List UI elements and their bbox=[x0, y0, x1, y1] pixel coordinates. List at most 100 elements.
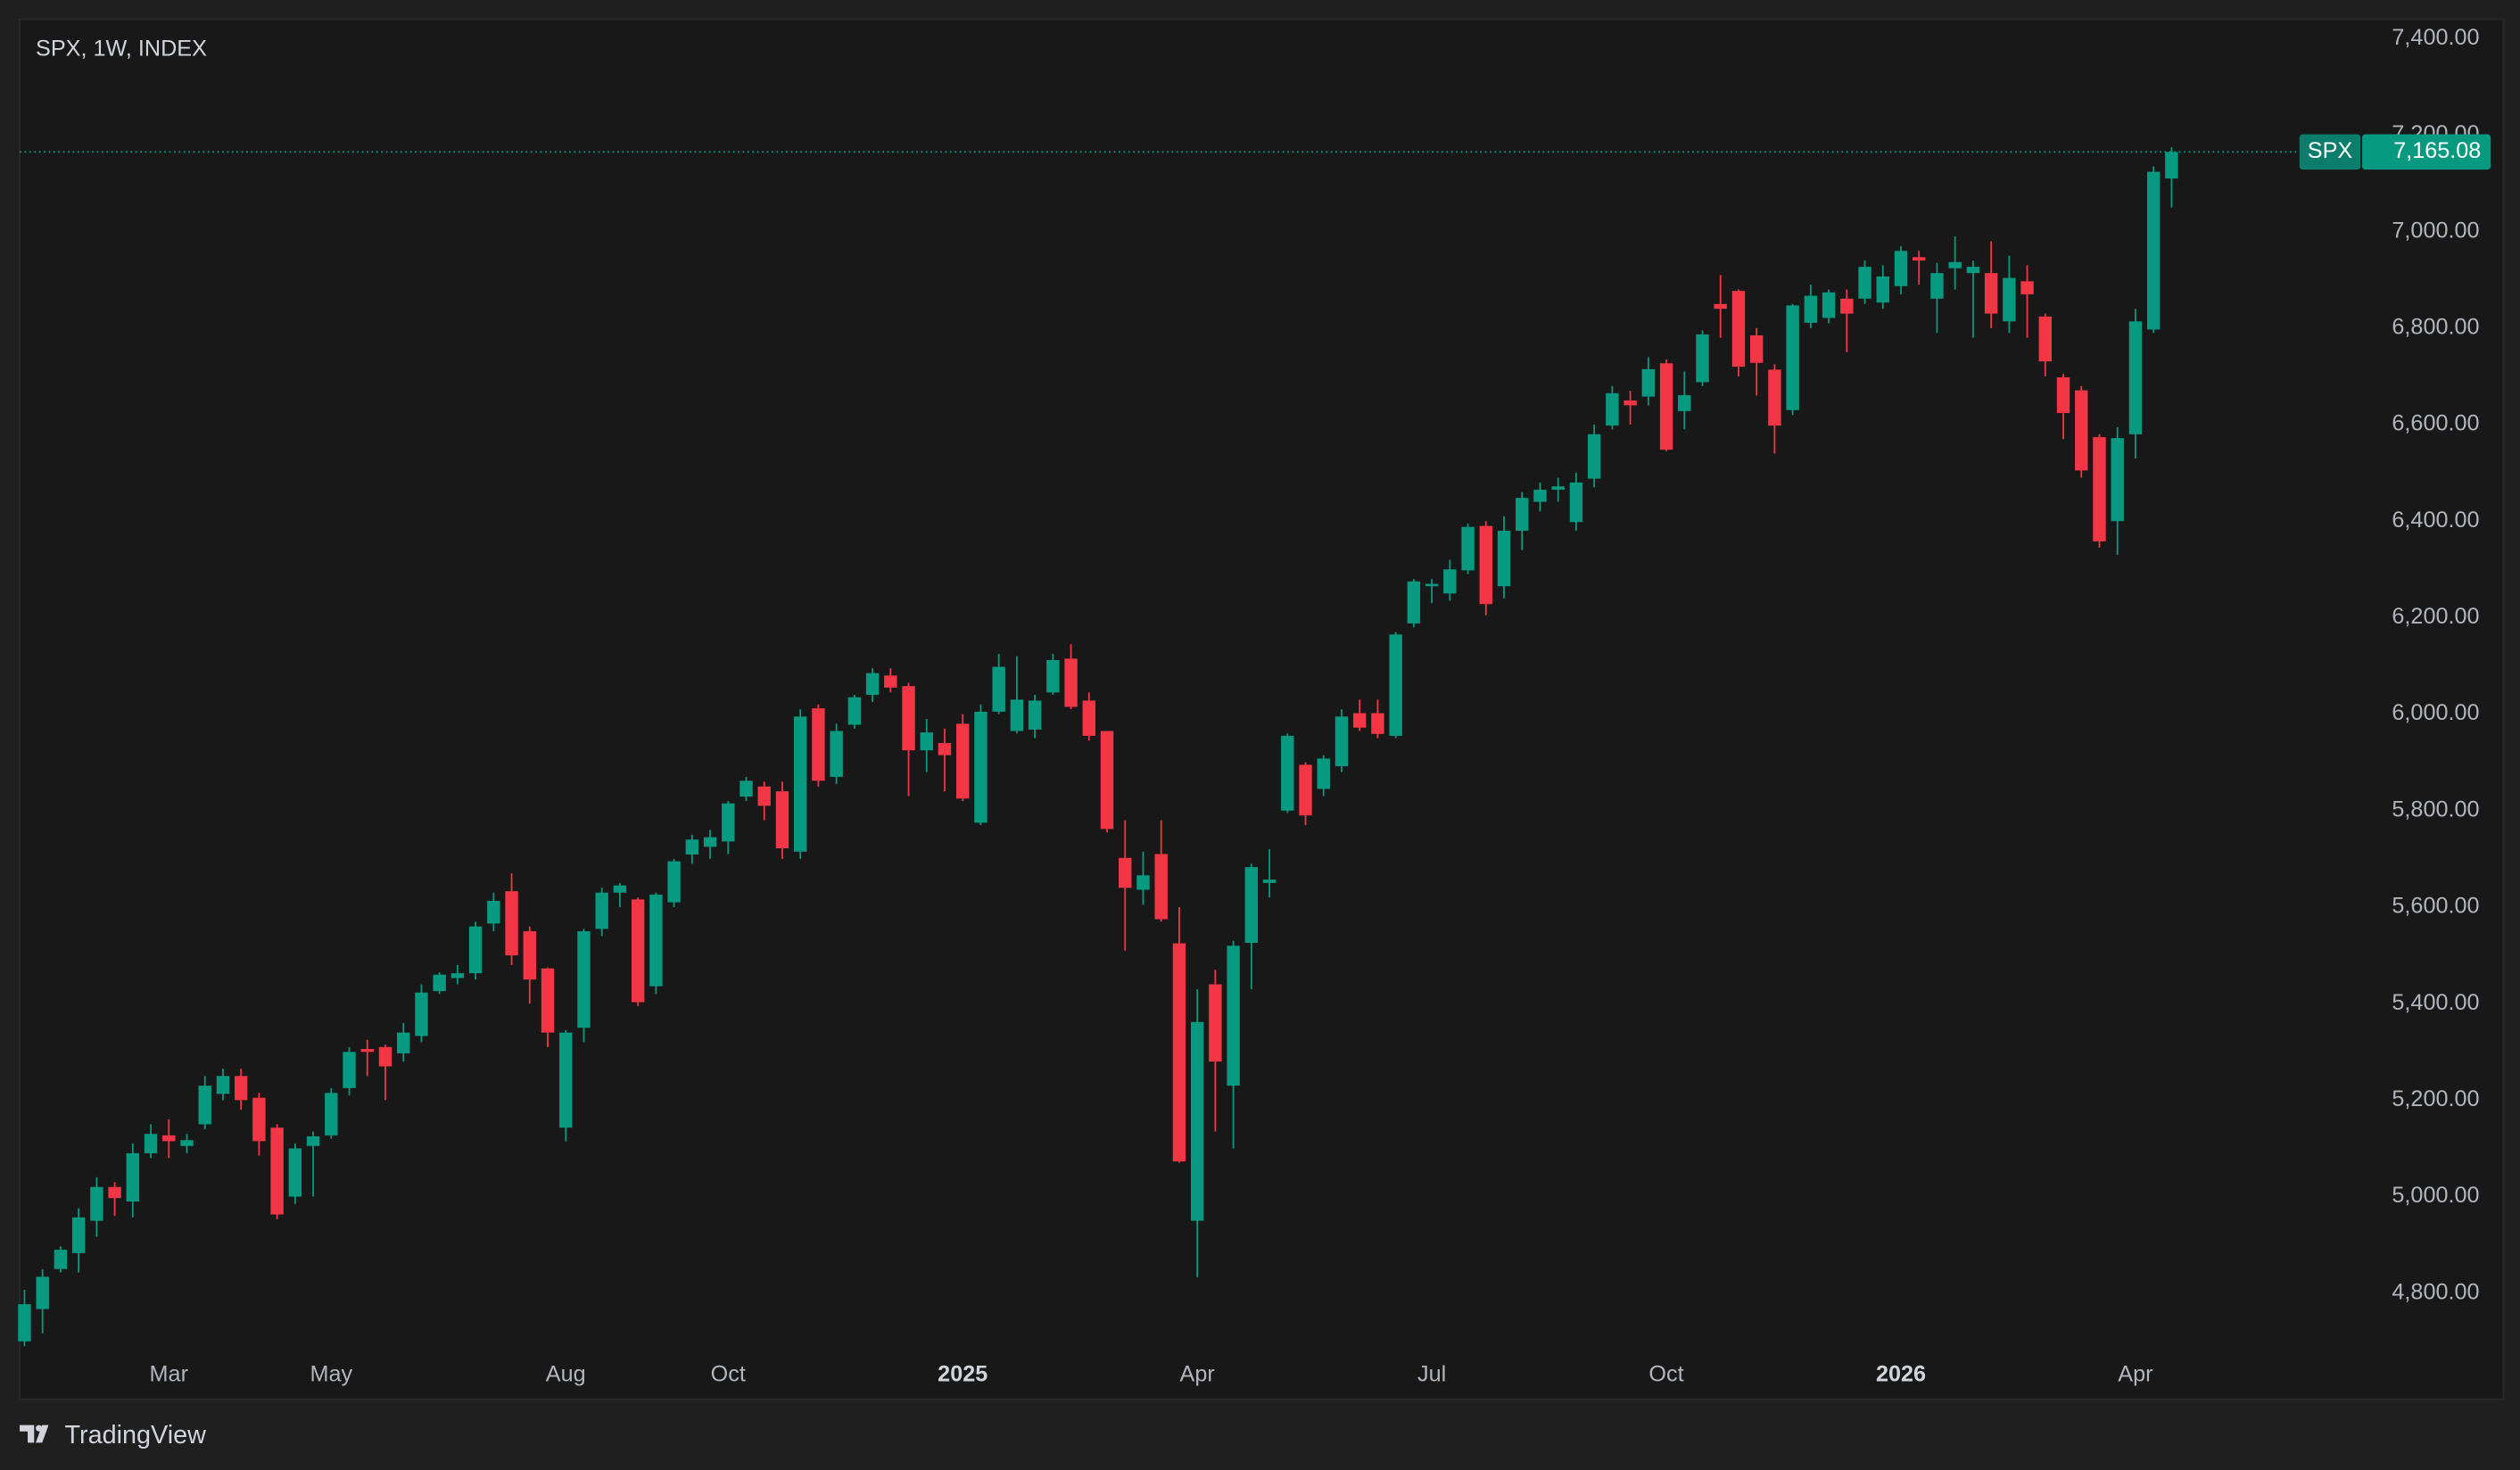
candle-body bbox=[1587, 434, 1601, 479]
candle-body bbox=[739, 780, 753, 797]
chart-title: SPX, 1W, INDEX bbox=[36, 36, 207, 61]
candle-body bbox=[1659, 363, 1673, 450]
candle-body bbox=[415, 992, 428, 1036]
candle-body bbox=[1461, 526, 1475, 571]
candle-body bbox=[1119, 857, 1132, 888]
candle-body bbox=[1606, 392, 1619, 426]
x-tick-label: 2025 bbox=[938, 1361, 987, 1386]
y-tick-label: 6,000.00 bbox=[2392, 700, 2479, 725]
candle-body bbox=[1028, 700, 1042, 730]
candle-body bbox=[2165, 152, 2178, 179]
x-tick-label: Oct bbox=[1648, 1361, 1683, 1386]
candle-body bbox=[144, 1134, 158, 1153]
candle-body bbox=[830, 731, 843, 777]
candle-body bbox=[1136, 875, 1150, 890]
candle-body bbox=[1569, 482, 1583, 523]
candle-body bbox=[577, 931, 591, 1028]
candle-body bbox=[270, 1127, 284, 1215]
candle-body bbox=[2128, 321, 2143, 434]
candle-body bbox=[1317, 758, 1330, 789]
candle-body bbox=[54, 1250, 68, 1269]
candle-body bbox=[1479, 525, 1492, 605]
candle-body bbox=[1840, 298, 1854, 314]
candle-body bbox=[1768, 369, 1781, 426]
candle-body bbox=[1749, 334, 1764, 363]
candle-body bbox=[2038, 316, 2053, 362]
candle-body bbox=[1804, 295, 1818, 323]
candle-body bbox=[1352, 713, 1367, 728]
candle-body bbox=[1696, 334, 1709, 383]
price-tag-value-bg bbox=[2362, 134, 2491, 170]
candle-body bbox=[1064, 658, 1078, 707]
candle-body bbox=[1533, 490, 1547, 502]
candle-body bbox=[1551, 486, 1565, 491]
x-tick-label: May bbox=[310, 1361, 352, 1386]
candle-body bbox=[1172, 943, 1186, 1162]
candle-body bbox=[1299, 764, 1312, 816]
candle-body bbox=[2093, 437, 2106, 541]
candle-body bbox=[974, 711, 987, 823]
candle-body bbox=[649, 894, 663, 987]
candle-body bbox=[992, 666, 1005, 712]
candle-body bbox=[1822, 292, 1836, 318]
candle-body bbox=[162, 1135, 176, 1142]
candle-body bbox=[1046, 660, 1060, 693]
candle-body bbox=[1154, 854, 1168, 920]
candle-body bbox=[1389, 634, 1402, 736]
candle-body bbox=[126, 1152, 140, 1202]
candle-body bbox=[775, 791, 789, 848]
candle-body bbox=[1966, 267, 1980, 274]
candle-body bbox=[397, 1032, 410, 1053]
candle-body bbox=[559, 1032, 573, 1128]
chart-panel bbox=[19, 18, 2505, 1400]
candle-body bbox=[360, 1049, 374, 1053]
brand-name: TradingView bbox=[64, 1421, 206, 1449]
y-tick-label: 6,800.00 bbox=[2392, 314, 2479, 339]
candle-body bbox=[1786, 305, 1799, 410]
x-tick-label: Jul bbox=[1417, 1361, 1446, 1386]
candle-body bbox=[541, 968, 555, 1033]
candle-body bbox=[1082, 700, 1096, 736]
candle-body bbox=[523, 931, 536, 980]
y-tick-label: 7,000.00 bbox=[2392, 218, 2479, 243]
y-tick-label: 5,400.00 bbox=[2392, 990, 2479, 1015]
candle-body bbox=[1984, 273, 1998, 314]
y-tick-label: 5,200.00 bbox=[2392, 1086, 2479, 1111]
price-tag-value: 7,165.08 bbox=[2393, 138, 2481, 163]
candle-body bbox=[884, 675, 897, 688]
candle-body bbox=[793, 716, 807, 852]
x-tick-label: Mar bbox=[150, 1361, 188, 1386]
candle-body bbox=[1948, 261, 1962, 268]
candle-body bbox=[468, 926, 483, 974]
candle-body bbox=[2056, 377, 2070, 414]
candle-body bbox=[1334, 716, 1349, 767]
logo: TradingView bbox=[20, 1421, 206, 1449]
candle-body bbox=[1913, 257, 1926, 261]
candle-body bbox=[920, 732, 933, 751]
y-tick-label: 5,600.00 bbox=[2392, 894, 2479, 919]
candle-body bbox=[1731, 291, 1746, 368]
candle-body bbox=[1624, 400, 1637, 406]
candle-body bbox=[2003, 277, 2016, 322]
x-tick-label: Apr bbox=[2118, 1361, 2152, 1386]
candle-body bbox=[1100, 731, 1114, 830]
candle-body bbox=[2146, 171, 2161, 330]
candle-body bbox=[343, 1052, 356, 1088]
candle-body bbox=[1930, 273, 1944, 299]
candle-body bbox=[216, 1076, 230, 1094]
candle-body bbox=[1209, 984, 1222, 1062]
candle-body bbox=[1516, 498, 1529, 532]
candle-body bbox=[325, 1093, 338, 1136]
candle-body bbox=[433, 974, 446, 992]
logo-dot bbox=[36, 1425, 43, 1432]
x-tick-label: Apr bbox=[1180, 1361, 1215, 1386]
candle-body bbox=[1371, 713, 1384, 734]
candle-body bbox=[938, 743, 952, 756]
candle-body bbox=[378, 1046, 392, 1067]
candle-body bbox=[1858, 267, 1871, 299]
candle-body bbox=[1262, 880, 1277, 883]
candle-body bbox=[847, 697, 862, 725]
candle-body bbox=[902, 686, 915, 751]
candle-body bbox=[1714, 303, 1727, 310]
